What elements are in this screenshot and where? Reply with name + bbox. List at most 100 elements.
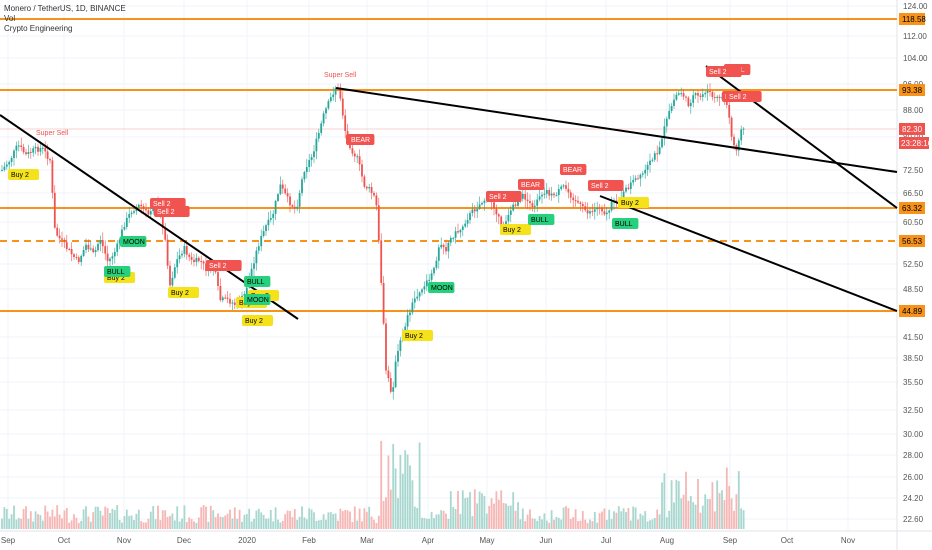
- candle-body: [147, 210, 150, 215]
- candle-body: [202, 261, 205, 264]
- signal-buy-label: Buy 2: [107, 275, 125, 282]
- volume-bar: [718, 493, 721, 529]
- candle-body: [577, 200, 579, 203]
- volume-bar: [332, 513, 335, 529]
- volume-bar: [685, 471, 687, 529]
- candle-body: [152, 207, 155, 212]
- volume-bar: [495, 491, 498, 529]
- candle-body: [697, 93, 699, 96]
- candle-body: [315, 138, 318, 152]
- candle-body: [713, 97, 716, 99]
- candle-body: [164, 228, 167, 240]
- candle-body: [409, 312, 411, 316]
- volume-bar: [171, 513, 174, 529]
- candle-body: [565, 185, 567, 189]
- candle-body: [44, 147, 47, 152]
- volume-bar: [485, 513, 488, 529]
- volume-bar: [140, 521, 143, 529]
- volume-bar: [94, 506, 97, 529]
- candle-body: [70, 249, 73, 255]
- candle-body: [536, 199, 539, 206]
- candle-body: [197, 257, 200, 262]
- candle-body: [142, 206, 145, 209]
- time-tick-label: Nov: [117, 536, 131, 545]
- volume-bar: [394, 468, 397, 529]
- price-level-label: 118.58: [902, 15, 926, 24]
- volume-bar: [668, 510, 671, 529]
- candle-body: [677, 93, 680, 95]
- volume-bar: [627, 508, 630, 529]
- volume-bar: [543, 513, 546, 529]
- volume-bar: [269, 509, 272, 529]
- signal-sell-tag: [518, 179, 545, 190]
- volume-bar: [689, 495, 692, 529]
- candle-body: [639, 174, 642, 179]
- candle-body: [305, 167, 308, 172]
- candle-body: [269, 218, 272, 220]
- volume-bar: [500, 490, 503, 529]
- candle-body: [118, 239, 121, 244]
- candle-body: [116, 243, 119, 252]
- candle-body: [377, 205, 380, 241]
- candle-body: [329, 97, 332, 102]
- volume-bar: [677, 481, 680, 529]
- volume-bar: [591, 521, 594, 529]
- volume-bar: [181, 518, 183, 529]
- candle-body: [701, 94, 704, 97]
- volume-bar: [502, 503, 505, 529]
- candle-body: [406, 315, 409, 327]
- candle-body: [581, 203, 584, 207]
- volume-bar: [603, 508, 606, 529]
- volume-bar: [361, 521, 363, 529]
- price-tick-label: 124.00: [903, 2, 928, 11]
- candle-body: [610, 201, 613, 211]
- last-price-label: 82.30: [902, 125, 923, 134]
- volume-bar: [541, 519, 543, 529]
- candle-body: [548, 189, 551, 196]
- candle-body: [603, 211, 606, 215]
- volume-bar: [10, 514, 13, 529]
- volume-bar: [214, 517, 217, 529]
- signal-bull-tag: [428, 282, 455, 293]
- volume-bar: [325, 519, 327, 529]
- volume-bar: [39, 515, 42, 529]
- price-tick-label: 38.50: [903, 354, 924, 363]
- candle-body: [113, 251, 116, 257]
- candle-body: [658, 147, 661, 154]
- candle-body: [183, 246, 186, 254]
- volume-bar: [51, 509, 54, 529]
- volume-bar: [483, 496, 486, 529]
- volume-bar: [73, 514, 75, 529]
- volume-bar: [154, 519, 157, 529]
- time-tick-label: Jun: [540, 536, 553, 545]
- trend-line: [599, 195, 898, 312]
- price-level-label: 93.38: [902, 86, 923, 95]
- signal-super-sell: Super Sell: [324, 72, 357, 79]
- volume-bar: [454, 509, 457, 529]
- volume-bar: [245, 514, 248, 529]
- candle-body: [279, 184, 282, 195]
- candle-body: [423, 286, 426, 290]
- volume-bar: [277, 519, 279, 529]
- volume-bar: [231, 518, 234, 529]
- signal-bull-label: BULL: [247, 279, 265, 286]
- volume-bar: [557, 517, 560, 529]
- candle-body: [15, 145, 18, 151]
- candle-body: [313, 151, 315, 158]
- volume-bar: [692, 502, 695, 529]
- candle-body: [373, 192, 375, 196]
- volume-bar: [701, 505, 704, 529]
- signal-buy-label: Buy 2: [11, 172, 29, 179]
- time-tick-label: Oct: [781, 536, 794, 545]
- time-tick-label: Feb: [302, 536, 316, 545]
- volume-bar: [308, 508, 311, 529]
- signal-sell-label: BEAR: [521, 182, 540, 189]
- volume-bar: [493, 503, 495, 529]
- price-tick-label: 60.50: [903, 218, 924, 227]
- price-level-tag: [899, 13, 925, 25]
- candle-body: [733, 136, 735, 146]
- price-tick-label: 104.00: [903, 54, 928, 63]
- volume-bar: [538, 516, 541, 529]
- candle-body: [706, 90, 709, 93]
